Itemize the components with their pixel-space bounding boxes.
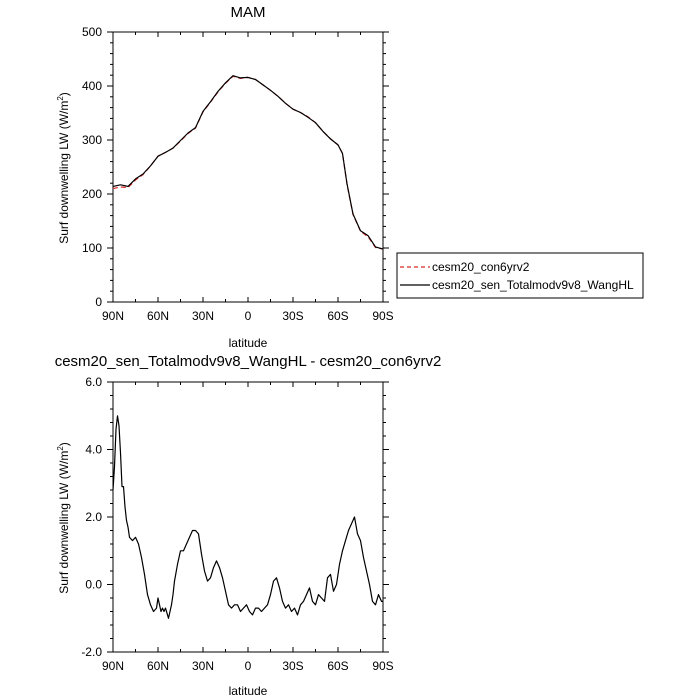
bottom-plot-area: 90N 60N 30N 0 30S 60S 90S -2.0 0.0 2.0 4.0 6.0 [81, 375, 393, 673]
legend-label-1: cesm20_sen_Totalmodv9v8_WangHL [432, 278, 634, 292]
x-tick-label: 90S [372, 659, 393, 673]
bottom-y-axis-label-main: Surf downwelling LW (W/m [57, 451, 71, 594]
y-tick-label: 4.0 [85, 443, 102, 457]
top-panel: MAM 90N 60N 30N 0 30S 60S 90S0100200300400500 … [56, 4, 644, 350]
x-tick-label: 0 [245, 659, 252, 673]
top-plot-area: 90N 60N 30N 0 30S 60S 90S 0 100 200 300 400 500 [82, 25, 394, 323]
series-line-1 [112, 75, 384, 250]
top-chart-title: MAM [231, 4, 266, 21]
series-line-0 [112, 415, 383, 619]
y-tick-label: 6.0 [85, 375, 102, 389]
plot-frame [112, 31, 384, 303]
top-y-axis-label-close: ) [57, 92, 71, 96]
legend-label-0: cesm20_con6yrv2 [432, 260, 530, 274]
y-tick-label: 2.0 [85, 510, 102, 524]
x-tick-label: 60N [147, 659, 169, 673]
y-tick-label: 200 [82, 187, 102, 201]
y-tick-label: 0 [95, 295, 102, 309]
bottom-chart-title: cesm20_sen_Totalmodv9v8_WangHL - cesm20_… [55, 353, 442, 370]
y-tick-label: 100 [82, 241, 102, 255]
bottom-panel: cesm20_sen_Totalmodv9v8_WangHL - cesm20_… [55, 353, 442, 698]
x-tick-label: 60S [327, 659, 348, 673]
top-y-axis-label: Surf downwelling LW (W/m2) [56, 92, 71, 244]
x-tick-label: 30S [282, 309, 303, 323]
bottom-y-axis-label-sup: 2 [56, 446, 65, 451]
legend-box [396, 252, 644, 299]
x-tick-label: 30N [192, 659, 214, 673]
x-tick-label: 90S [372, 309, 393, 323]
x-tick-label: 0 [245, 309, 252, 323]
x-tick-label: 90N [102, 659, 124, 673]
legend: cesm20_con6yrv2 cesm20_sen_Totalmodv9v8_… [396, 252, 644, 299]
y-tick-label: -2.0 [81, 645, 102, 659]
y-tick-label: 0.0 [85, 578, 102, 592]
x-tick-label: 90N [102, 309, 124, 323]
top-y-axis-label-main: Surf downwelling LW (W/m [57, 101, 71, 244]
top-x-axis-label: latitude [229, 336, 268, 350]
bottom-y-axis-label: Surf downwelling LW (W/m2) [56, 442, 71, 594]
bottom-y-axis-label-close: ) [57, 442, 71, 446]
y-tick-label: 300 [82, 133, 102, 147]
bottom-x-axis-label: latitude [229, 684, 268, 698]
x-tick-label: 30S [282, 659, 303, 673]
y-tick-label: 500 [82, 25, 102, 39]
top-y-axis-label-sup: 2 [56, 96, 65, 101]
x-tick-label: 30N [192, 309, 214, 323]
y-tick-label: 400 [82, 79, 102, 93]
x-tick-label: 60S [327, 309, 348, 323]
x-tick-label: 60N [147, 309, 169, 323]
